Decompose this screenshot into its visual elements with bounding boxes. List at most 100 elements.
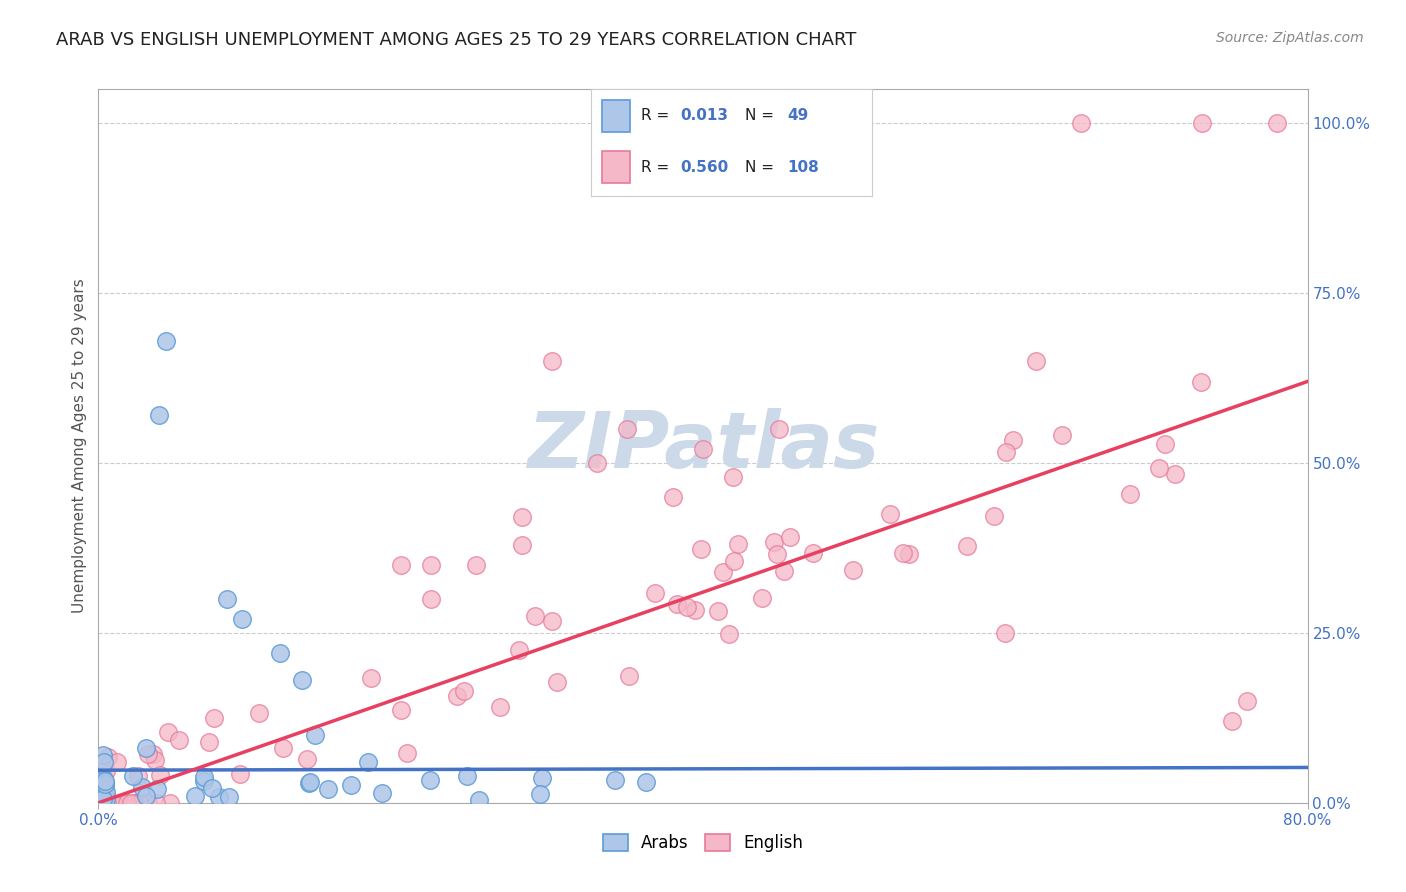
Text: ZIPatlas: ZIPatlas [527,408,879,484]
English [765,547,787,561]
Arabs [91,771,114,785]
Arabs [531,771,554,785]
English [692,442,714,457]
Text: Source: ZipAtlas.com: Source: ZipAtlas.com [1216,31,1364,45]
Arabs [122,769,145,783]
English [93,796,115,810]
English [128,796,150,810]
Text: ARAB VS ENGLISH UNEMPLOYMENT AMONG AGES 25 TO 29 YEARS CORRELATION CHART: ARAB VS ENGLISH UNEMPLOYMENT AMONG AGES … [56,31,856,49]
English [723,469,745,483]
Arabs [193,774,215,789]
English [772,564,794,578]
English [540,354,562,368]
English [1267,116,1289,130]
English [94,764,117,778]
English [661,490,683,504]
Arabs [93,772,115,787]
English [112,796,135,810]
English [271,740,294,755]
FancyBboxPatch shape [602,100,630,132]
English [995,444,1018,458]
Arabs [208,789,231,804]
English [1236,694,1258,708]
English [395,746,418,760]
English [101,796,124,810]
Text: 0.560: 0.560 [681,160,728,175]
Arabs [357,755,380,769]
Text: N =: N = [745,109,779,123]
English [89,796,111,810]
Arabs [201,781,224,796]
Arabs [93,785,115,799]
English [360,671,382,685]
English [96,796,118,810]
Arabs [370,786,392,800]
English [644,586,666,600]
Arabs [316,782,339,797]
English [97,750,120,764]
English [91,796,114,810]
English [983,508,1005,523]
Y-axis label: Unemployment Among Ages 25 to 29 years: Unemployment Among Ages 25 to 29 years [72,278,87,614]
English [87,796,110,810]
English [91,777,114,791]
Arabs [135,741,157,756]
English [711,566,734,580]
English [508,643,530,657]
Arabs [419,772,441,787]
Arabs [93,777,115,791]
English [465,558,488,572]
English [683,603,706,617]
English [779,530,801,544]
English [801,546,824,560]
Arabs [135,789,157,803]
English [229,767,252,781]
English [159,796,181,810]
Arabs [605,773,627,788]
Arabs [90,790,112,805]
English [91,796,114,810]
Arabs [93,755,115,769]
English [546,674,568,689]
Arabs [93,792,115,806]
English [127,769,149,783]
English [510,537,533,551]
Arabs [215,591,238,606]
English [93,796,115,810]
English [446,690,468,704]
English [1147,460,1170,475]
English [143,753,166,767]
Arabs [93,782,115,797]
Arabs [184,789,207,804]
English [1070,116,1092,130]
Arabs [89,780,111,795]
Text: R =: R = [641,160,675,175]
English [751,591,773,605]
English [122,796,145,810]
English [727,537,749,551]
Arabs [218,789,240,804]
English [891,546,914,560]
English [1001,434,1024,448]
Text: 108: 108 [787,160,820,175]
English [94,788,117,802]
English [202,711,225,725]
English [1024,354,1046,368]
English [94,780,117,794]
English [149,768,172,782]
Arabs [89,775,111,789]
English [167,733,190,747]
English [617,669,640,683]
Arabs [269,646,291,660]
English [676,599,699,614]
English [586,456,609,470]
English [117,796,139,810]
Arabs [94,785,117,799]
Arabs [131,780,153,795]
English [706,603,728,617]
English [142,747,165,761]
English [717,627,740,641]
English [94,796,117,810]
Arabs [456,769,478,783]
English [666,598,689,612]
